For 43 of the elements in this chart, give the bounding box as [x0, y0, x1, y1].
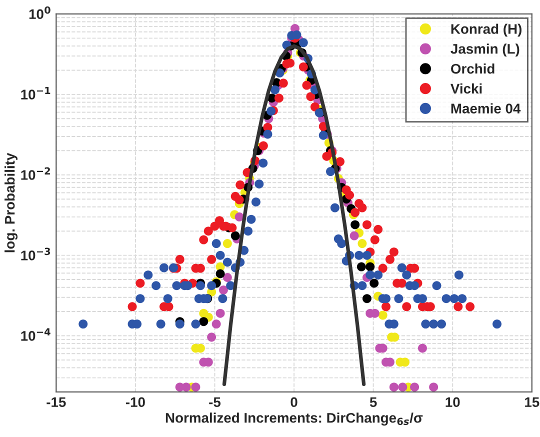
point	[350, 220, 360, 230]
legend-label: Jasmin (L)	[450, 44, 520, 57]
point	[356, 262, 366, 272]
point	[199, 317, 208, 326]
point	[191, 382, 200, 392]
point	[398, 382, 408, 392]
x-axis-title: Normalized Increments: DirChange$_{6s}$/σ	[166, 412, 423, 426]
y-tick-label: 10$^{0}$	[29, 6, 50, 20]
x-tick-label: 15	[525, 397, 540, 408]
point	[370, 278, 379, 288]
point	[429, 382, 438, 392]
x-tick-label: 10	[446, 397, 460, 408]
point	[418, 344, 427, 353]
point	[216, 308, 225, 318]
y-tick-label: 10$^{−4}$	[21, 328, 50, 341]
point	[366, 262, 375, 272]
y-tick-label: 10$^{−3}$	[21, 248, 50, 260]
point	[350, 231, 359, 240]
x-tick-label: 0	[290, 397, 298, 408]
legend-label: Orchid	[451, 63, 494, 74]
point	[230, 231, 240, 240]
legend-label: Maemie 04	[451, 103, 521, 114]
point	[410, 382, 420, 392]
legend-label: Vicki	[450, 83, 482, 94]
x-tick-label: 5	[370, 397, 377, 408]
point	[212, 320, 221, 329]
legend-label: Konrad (H)	[451, 24, 522, 37]
x-tick-label: -10	[126, 397, 145, 408]
x-tick-label: -5	[209, 397, 221, 408]
point	[358, 239, 367, 248]
y-axis-title: log. Probability	[4, 152, 18, 252]
x-tick-label: -15	[46, 397, 66, 408]
point	[207, 332, 216, 342]
point	[222, 272, 232, 282]
point	[222, 239, 232, 248]
point	[218, 286, 228, 295]
point	[234, 212, 244, 222]
point	[362, 294, 372, 304]
point	[389, 382, 398, 392]
point	[216, 269, 225, 278]
y-tick-label: 10$^{−1}$	[21, 86, 50, 100]
point	[378, 310, 388, 320]
y-tick-label: 10$^{−2}$	[21, 167, 50, 180]
